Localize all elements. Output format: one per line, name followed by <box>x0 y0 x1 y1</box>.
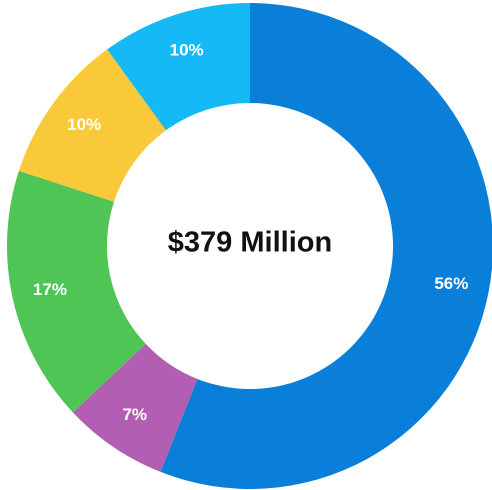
slice-label-2: 17% <box>33 280 67 299</box>
donut-slice-3 <box>18 49 166 202</box>
slice-label-4: 10% <box>170 41 204 60</box>
donut-slice-1 <box>72 343 198 472</box>
donut-slice-4 <box>107 3 250 131</box>
slice-label-1: 7% <box>122 405 147 424</box>
slice-label-3: 10% <box>67 115 101 134</box>
donut-slice-labels: 56% 7% 17% 10% 10% <box>33 41 468 425</box>
donut-slices <box>6 3 492 489</box>
donut-slice-2 <box>6 170 146 413</box>
center-total-label: $379 Million <box>168 227 332 259</box>
donut-slice-0 <box>160 3 492 489</box>
slice-label-0: 56% <box>434 274 468 293</box>
